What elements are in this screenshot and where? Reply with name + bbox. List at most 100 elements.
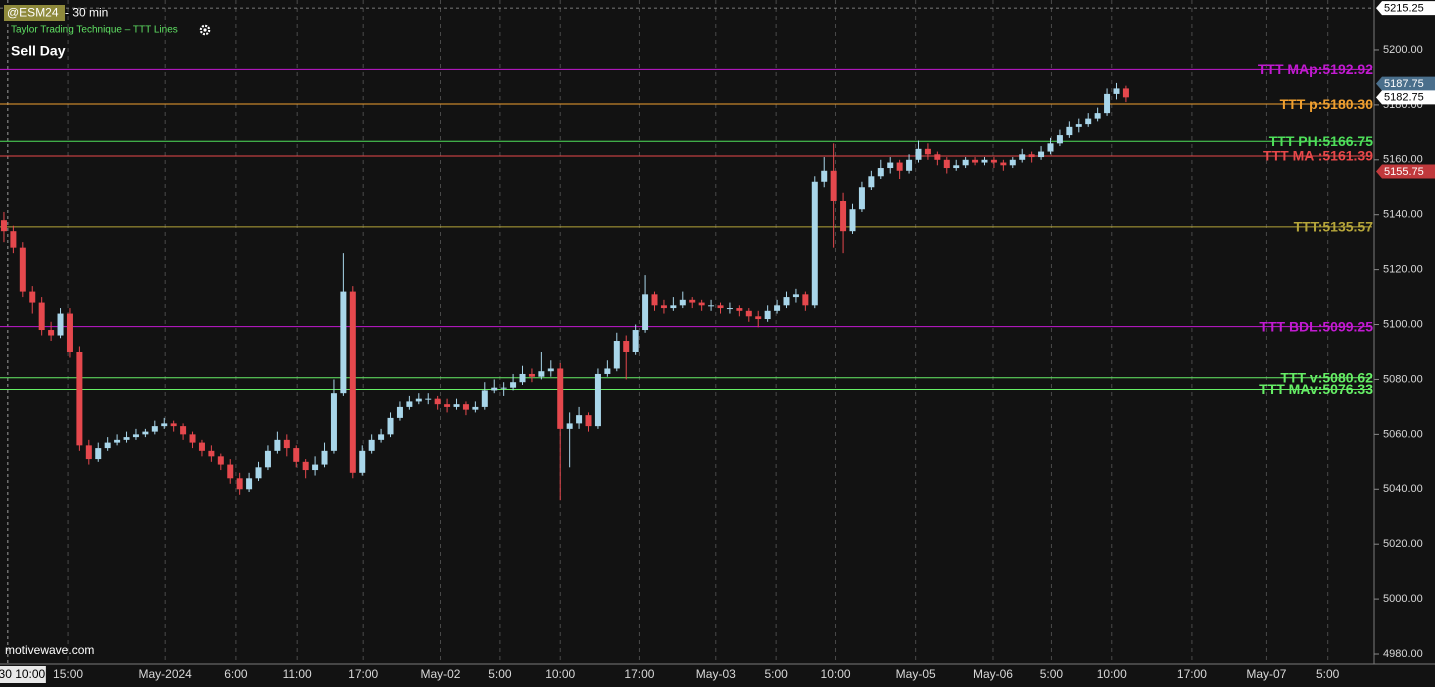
candle-body bbox=[708, 305, 715, 307]
candle-body bbox=[745, 310, 752, 317]
candle-body bbox=[604, 368, 611, 374]
header: @ESM24 - 30 min Taylor Trading Technique… bbox=[4, 5, 211, 59]
candle-body bbox=[227, 464, 234, 479]
candle-body bbox=[189, 434, 196, 443]
candle-body bbox=[462, 404, 469, 410]
x-tick-label: 17:00 bbox=[1177, 667, 1207, 681]
y-tick-label: 5100.00 bbox=[1383, 318, 1423, 330]
x-tick-label: 6:00 bbox=[224, 667, 248, 681]
candle-body bbox=[1113, 88, 1120, 94]
y-tick-label: 5020.00 bbox=[1383, 538, 1423, 550]
candle-body bbox=[359, 450, 366, 473]
level-label: TTT MA :5161.39 bbox=[1263, 148, 1373, 164]
x-tick-label: 17:00 bbox=[348, 667, 378, 681]
symbol: @ESM24 bbox=[7, 6, 59, 20]
candle-body bbox=[161, 423, 168, 427]
candle-body bbox=[330, 393, 337, 451]
price-marker-box bbox=[1376, 76, 1435, 91]
candle-body bbox=[594, 373, 601, 427]
candle-body bbox=[774, 305, 781, 311]
levels: TTT MAp:5192.92 TTT p:5180.30 TTT PH:5166.… bbox=[0, 61, 1373, 397]
crosshair-time-box bbox=[0, 666, 46, 683]
candle-body bbox=[368, 439, 375, 451]
candle-body bbox=[990, 159, 997, 163]
x-tick-label: 5:00 bbox=[488, 667, 512, 681]
candle-body bbox=[821, 170, 828, 182]
candle-body bbox=[792, 294, 799, 298]
candle-body bbox=[66, 313, 73, 352]
x-tick-label: May-2024 bbox=[138, 667, 192, 681]
candle-body bbox=[519, 373, 526, 383]
candle-body bbox=[406, 401, 413, 407]
y-tick-label: 5060.00 bbox=[1383, 428, 1423, 440]
candle-body bbox=[840, 200, 847, 232]
y-tick-label: 5120.00 bbox=[1383, 264, 1423, 276]
candle-body bbox=[321, 450, 328, 465]
x-tick-label: 17:00 bbox=[624, 667, 654, 681]
x-tick-label: 10:00 bbox=[545, 667, 575, 681]
candle-body bbox=[538, 371, 545, 377]
candle-body bbox=[1019, 154, 1026, 160]
candle-body bbox=[444, 404, 451, 407]
candle-body bbox=[783, 297, 790, 306]
candle-body bbox=[1028, 154, 1035, 158]
candle-body bbox=[1075, 124, 1082, 127]
y-tick-label: 5200.00 bbox=[1383, 44, 1423, 56]
candle-body bbox=[613, 341, 620, 369]
symbol-box bbox=[4, 5, 65, 21]
candle-body bbox=[660, 305, 667, 309]
candle-body bbox=[849, 209, 856, 232]
candle-body bbox=[915, 148, 922, 160]
candle-body bbox=[434, 398, 441, 405]
candle-body bbox=[689, 299, 696, 303]
level-label: TTT PH:5166.75 bbox=[1269, 133, 1373, 149]
candle-body bbox=[566, 423, 573, 429]
y-tick-label: 4980.00 bbox=[1383, 648, 1423, 660]
candle-body bbox=[830, 170, 837, 201]
price-marker-label: 5215.25 bbox=[1384, 3, 1424, 15]
candle-body bbox=[283, 439, 290, 449]
candle-body bbox=[1104, 93, 1111, 114]
y-tick-label: 5040.00 bbox=[1383, 483, 1423, 495]
candle-body bbox=[29, 291, 36, 303]
candle-body bbox=[632, 330, 639, 352]
candle-body bbox=[57, 313, 64, 336]
candle-body bbox=[585, 415, 592, 427]
candle-body bbox=[198, 442, 205, 451]
candle-body bbox=[1000, 162, 1007, 166]
x-tick-label: 30 10:00 bbox=[0, 667, 46, 681]
candle-body bbox=[114, 439, 121, 443]
signal: Sell Day bbox=[11, 43, 66, 59]
candle-body bbox=[981, 159, 988, 163]
candle-body bbox=[1066, 126, 1073, 136]
level-label: TTT MAv:5076.33 bbox=[1259, 381, 1373, 397]
candle-body bbox=[868, 176, 875, 188]
candle-body bbox=[510, 382, 517, 388]
candle-body bbox=[274, 439, 281, 451]
price-marker-label: 5155.75 bbox=[1384, 166, 1424, 178]
candle-body bbox=[557, 368, 564, 429]
candle-body bbox=[0, 220, 7, 232]
candle-body bbox=[142, 431, 149, 435]
candle-body bbox=[642, 294, 649, 331]
candle-body bbox=[528, 373, 535, 377]
candle-body bbox=[151, 426, 158, 432]
settings-icon[interactable] bbox=[199, 24, 211, 36]
x-tick-label: 11:00 bbox=[283, 667, 312, 681]
candle-body bbox=[340, 291, 347, 394]
candle-body bbox=[717, 305, 724, 309]
candle-body bbox=[811, 181, 818, 306]
candle-body bbox=[491, 387, 498, 391]
candle-body bbox=[1047, 143, 1054, 152]
candle-body bbox=[500, 387, 507, 389]
candle-body bbox=[934, 154, 941, 160]
candle-body bbox=[670, 305, 677, 309]
candle-body bbox=[547, 368, 554, 372]
candle-body bbox=[896, 162, 903, 171]
x-tick-label: May-06 bbox=[973, 667, 1013, 681]
price-marker-label: 5182.75 bbox=[1384, 92, 1424, 104]
level-label: TTT v:5080.62 bbox=[1280, 369, 1373, 385]
candle-body bbox=[170, 423, 177, 427]
